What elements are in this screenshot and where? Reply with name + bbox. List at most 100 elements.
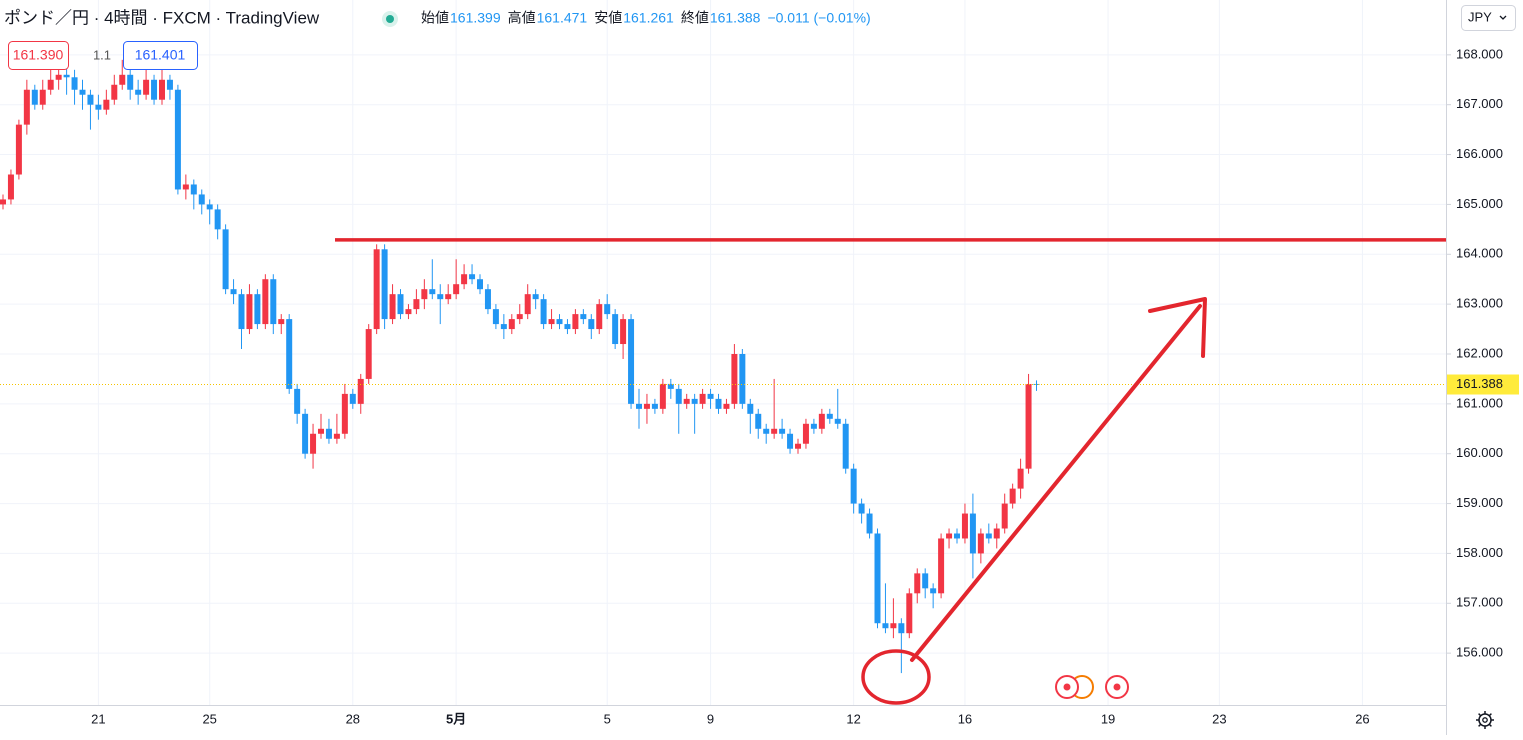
candle-body bbox=[262, 279, 269, 325]
candle-body bbox=[238, 294, 245, 330]
candle-body bbox=[556, 319, 563, 325]
gear-hub bbox=[1482, 717, 1488, 723]
candle-body bbox=[484, 289, 491, 310]
candle-body bbox=[540, 299, 547, 325]
bid-price[interactable]: 161.390 bbox=[13, 47, 64, 63]
candle-body bbox=[842, 423, 849, 469]
y-tick-label: 157.000 bbox=[1456, 595, 1503, 610]
candle-body bbox=[492, 309, 499, 325]
candle-body bbox=[119, 74, 126, 85]
candle-body bbox=[166, 79, 173, 90]
candle-body bbox=[636, 403, 642, 409]
candle-body bbox=[659, 383, 666, 409]
last-price-label: 161.388 bbox=[1456, 376, 1503, 391]
candle-body bbox=[1017, 468, 1024, 489]
candle-body bbox=[47, 79, 54, 90]
legend-value: 161.471 bbox=[537, 10, 588, 26]
candle-body bbox=[1009, 488, 1016, 504]
candle-body bbox=[580, 314, 587, 320]
candle-body bbox=[612, 314, 619, 345]
y-tick-label: 167.000 bbox=[1456, 96, 1503, 111]
candle-body bbox=[977, 533, 984, 554]
bid-box[interactable] bbox=[8, 41, 69, 70]
candle-body bbox=[858, 503, 865, 514]
y-tick-label: 160.000 bbox=[1456, 445, 1503, 460]
candle-body bbox=[548, 319, 555, 325]
candle-body bbox=[39, 89, 46, 105]
candle-body bbox=[620, 319, 627, 345]
candle-body bbox=[190, 184, 197, 195]
candle-body bbox=[946, 533, 953, 539]
candle-body bbox=[310, 433, 317, 454]
candle-body bbox=[151, 79, 158, 100]
y-tick-label: 159.000 bbox=[1456, 495, 1503, 510]
x-tick-label: 28 bbox=[346, 711, 360, 726]
x-tick-label: 9 bbox=[707, 711, 714, 726]
candle-body bbox=[866, 513, 873, 534]
candle-body bbox=[357, 378, 364, 404]
legend-label: 高値 bbox=[508, 10, 536, 26]
x-tick-label: 12 bbox=[846, 711, 860, 726]
candle-body bbox=[628, 319, 635, 404]
low-circle bbox=[861, 649, 931, 705]
candle-body bbox=[103, 99, 110, 110]
candle-body bbox=[349, 393, 356, 404]
event-icons[interactable] bbox=[1055, 675, 1129, 699]
candle-body bbox=[405, 309, 412, 315]
x-tick-label: 5月 bbox=[446, 711, 466, 726]
candle-body bbox=[874, 533, 881, 624]
candle-body bbox=[1001, 503, 1008, 529]
candle-body bbox=[715, 398, 722, 409]
arrow-head bbox=[1148, 297, 1207, 358]
candle-body bbox=[389, 294, 396, 320]
status-dot bbox=[386, 15, 394, 23]
candle-body bbox=[771, 428, 778, 434]
candle-body bbox=[15, 124, 22, 175]
candle-body bbox=[286, 319, 293, 389]
candle-body bbox=[429, 289, 436, 295]
candle-body bbox=[421, 289, 428, 300]
candle-body bbox=[7, 174, 14, 200]
candle-body bbox=[127, 74, 134, 90]
x-tick-label: 21 bbox=[91, 711, 105, 726]
x-tick-label: 5 bbox=[604, 711, 611, 726]
candle-body bbox=[604, 304, 611, 315]
x-tick-label: 16 bbox=[958, 711, 972, 726]
last-price-box bbox=[1447, 374, 1519, 395]
candle-body bbox=[500, 324, 507, 330]
candle-body bbox=[246, 294, 253, 330]
candle-body bbox=[508, 319, 515, 330]
settings-button[interactable] bbox=[1476, 711, 1494, 729]
candle-body bbox=[667, 383, 674, 389]
candle-body bbox=[254, 294, 261, 325]
candle-body bbox=[318, 428, 324, 434]
candle-body bbox=[834, 418, 841, 424]
candle-body bbox=[683, 398, 690, 404]
currency-button[interactable] bbox=[1461, 5, 1516, 31]
candle-body bbox=[381, 249, 388, 320]
y-tick-label: 168.000 bbox=[1456, 46, 1503, 61]
candle-body bbox=[516, 314, 523, 320]
candle-body bbox=[206, 204, 213, 210]
candle-body bbox=[755, 413, 762, 429]
candle-body bbox=[397, 294, 404, 315]
candle-body bbox=[723, 403, 730, 409]
candle-body bbox=[532, 294, 539, 300]
event-dot bbox=[1063, 683, 1071, 691]
candle-body bbox=[373, 249, 380, 330]
ask-box[interactable] bbox=[123, 41, 198, 70]
ask-price[interactable]: 161.401 bbox=[135, 47, 186, 63]
legend-change: −0.011 (−0.01%) bbox=[767, 10, 870, 26]
candle-body bbox=[325, 428, 332, 439]
candle-body bbox=[588, 319, 595, 330]
event-dot bbox=[1113, 683, 1121, 691]
candle-body bbox=[763, 428, 770, 434]
gear-teeth bbox=[1476, 711, 1494, 729]
currency-label[interactable]: JPY bbox=[1468, 9, 1492, 24]
candle-body bbox=[174, 89, 181, 190]
candle-body bbox=[731, 353, 738, 404]
candle-body bbox=[675, 388, 682, 404]
candle-body bbox=[79, 89, 86, 95]
symbol-title: ポンド／円 · 4時間 · FXCM · TradingView bbox=[4, 8, 320, 27]
candle-body bbox=[969, 513, 976, 554]
